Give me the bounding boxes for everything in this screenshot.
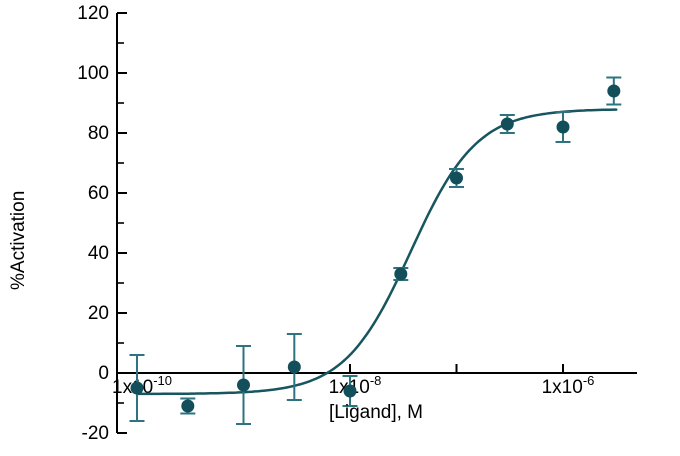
x-axis-title: [Ligand], M bbox=[329, 402, 423, 423]
data-point bbox=[181, 399, 195, 413]
data-point bbox=[343, 384, 357, 398]
x-tick-exponent: -8 bbox=[370, 373, 382, 388]
data-point bbox=[287, 360, 301, 374]
y-tick-label: 40 bbox=[88, 243, 109, 264]
y-tick-label: 80 bbox=[88, 123, 109, 144]
y-axis-title: %Activation bbox=[8, 191, 29, 290]
data-point bbox=[607, 84, 621, 98]
y-tick-label: 100 bbox=[77, 63, 109, 84]
fit-curve bbox=[135, 108, 618, 396]
data-point bbox=[130, 381, 144, 395]
y-tick-label: 60 bbox=[88, 183, 109, 204]
x-tick-exponent: -10 bbox=[153, 373, 172, 388]
data-point bbox=[500, 117, 514, 131]
data-point bbox=[450, 171, 463, 185]
x-tick-exponent: -6 bbox=[583, 373, 595, 388]
y-tick-label: 120 bbox=[77, 3, 109, 24]
data-point bbox=[394, 267, 408, 281]
y-tick-label: -20 bbox=[82, 423, 109, 444]
y-tick-label: 0 bbox=[98, 363, 109, 384]
data-point bbox=[556, 120, 570, 134]
y-tick-label: 20 bbox=[88, 303, 109, 324]
x-tick-mantissa: 1x10 bbox=[542, 377, 583, 398]
x-tick-label: 1x10-6 bbox=[542, 373, 595, 398]
data-point bbox=[237, 378, 250, 392]
